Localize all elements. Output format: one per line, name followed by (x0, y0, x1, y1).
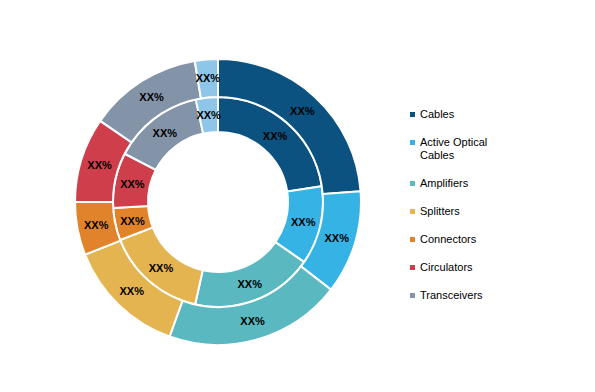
html-text:Amplifiers: Amplifiers (420, 177, 469, 189)
html-text:Splitters: Splitters (420, 205, 460, 217)
svg-text:XX%: XX% (325, 232, 350, 244)
svg-text:XX%: XX% (119, 285, 144, 297)
svg-text:XX%: XX% (237, 278, 262, 290)
svg-text:XX%: XX% (120, 178, 145, 190)
html-text:Transceivers: Transceivers (420, 289, 483, 301)
html-text:Cables: Cables (420, 108, 455, 120)
html-text:Connectors: Connectors (420, 233, 477, 245)
svg-text:XX%: XX% (87, 159, 112, 171)
svg-text:XX%: XX% (291, 216, 316, 228)
svg-text:XX%: XX% (290, 105, 315, 117)
svg-text:XX%: XX% (240, 315, 265, 327)
svg-text:XX%: XX% (120, 215, 145, 227)
svg-text:XX%: XX% (139, 91, 164, 103)
svg-text:XX%: XX% (196, 109, 221, 121)
svg-text:XX%: XX% (84, 219, 109, 231)
svg-text:XX%: XX% (196, 72, 221, 84)
svg-text:XX%: XX% (153, 127, 178, 139)
svg-text:XX%: XX% (149, 262, 174, 274)
html-text:Circulators: Circulators (420, 261, 473, 273)
svg-text:XX%: XX% (263, 130, 288, 142)
html-text:Active Optical Cables: Active Optical Cables (420, 136, 488, 161)
